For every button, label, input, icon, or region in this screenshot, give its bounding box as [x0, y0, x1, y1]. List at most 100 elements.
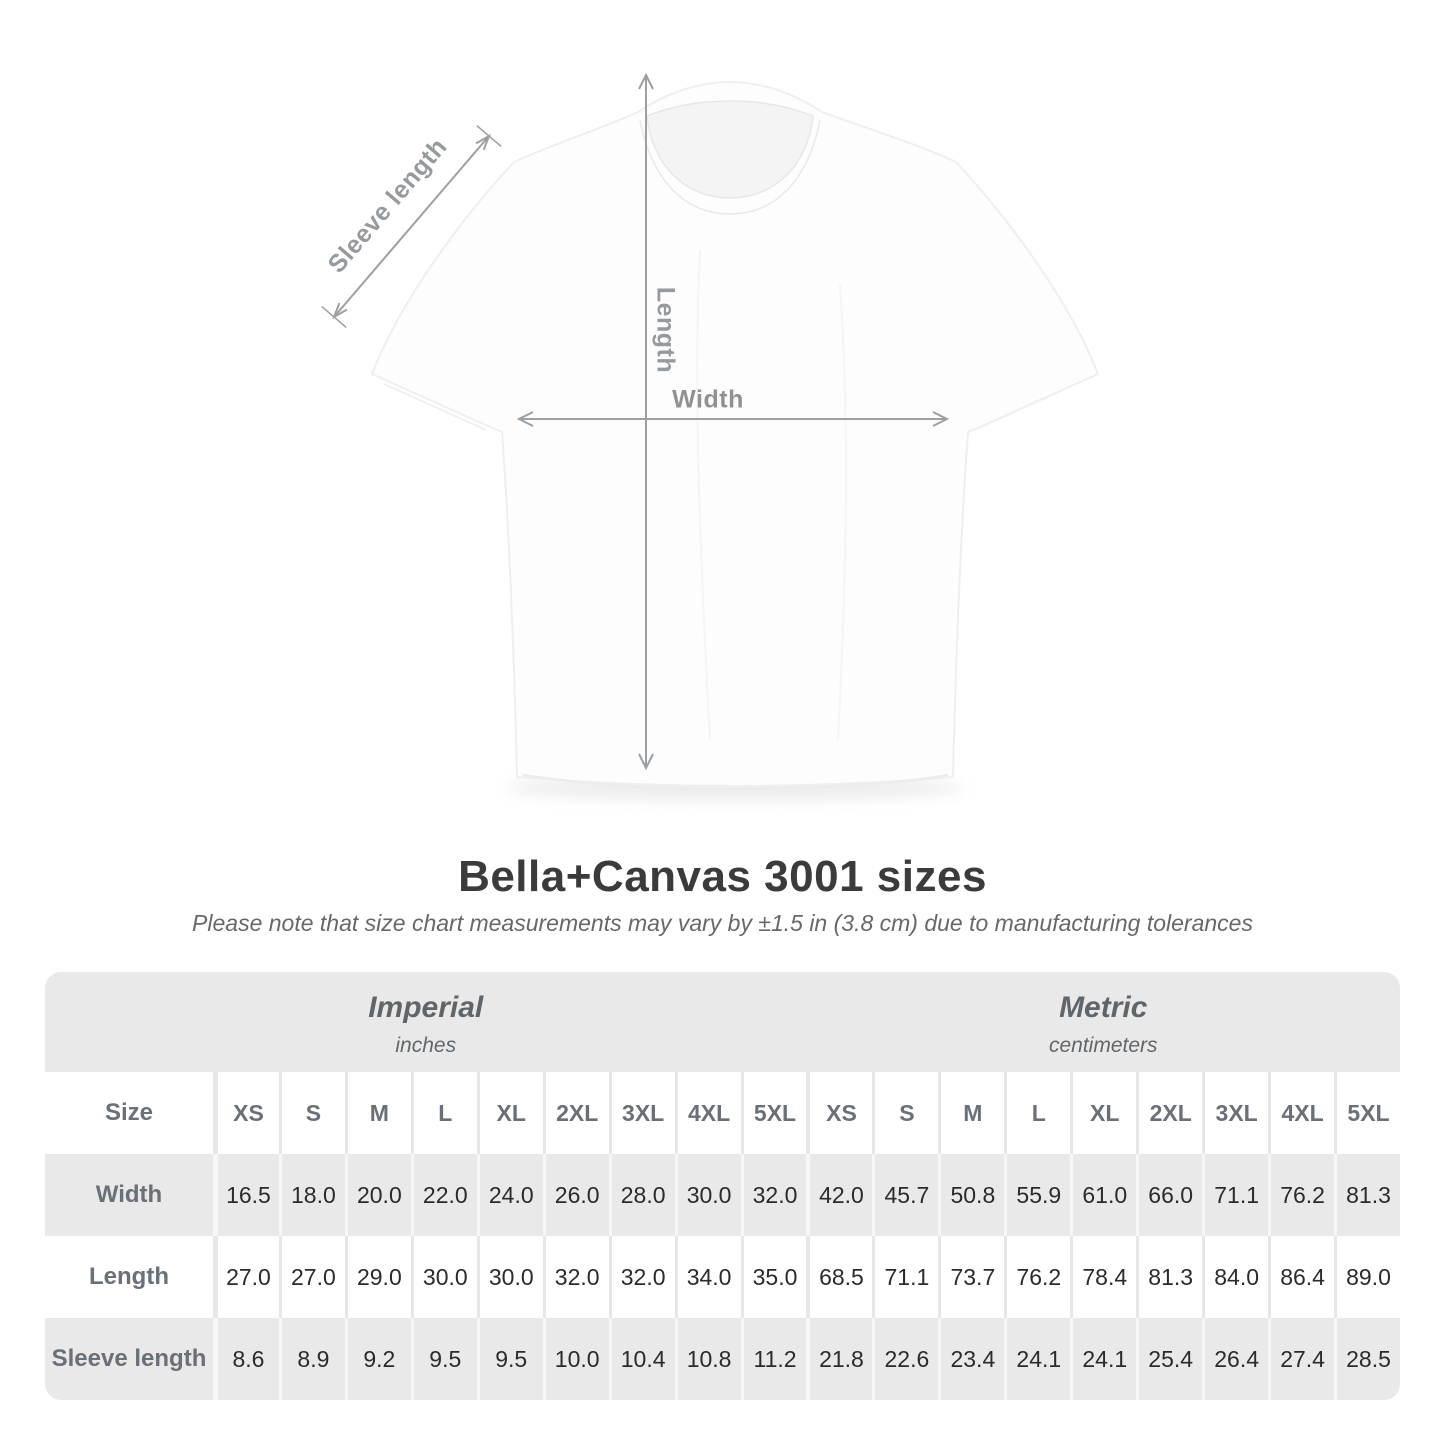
- size-col-header: S: [278, 1072, 345, 1154]
- size-col-header: L: [1004, 1072, 1071, 1154]
- imperial-unit: inches: [395, 1033, 457, 1057]
- table-cell: 32.0: [740, 1154, 807, 1236]
- table-row-length: Length 27.0 27.0 29.0 30.0 30.0 32.0 32.…: [45, 1236, 1400, 1318]
- table-cell: 8.6: [213, 1318, 279, 1400]
- size-col-header: 5XL: [740, 1072, 807, 1154]
- row-label: Sleeve length: [45, 1318, 213, 1400]
- table-cell: 71.1: [1202, 1154, 1269, 1236]
- table-cell: 24.1: [1070, 1318, 1137, 1400]
- table-cell: 11.2: [740, 1318, 807, 1400]
- table-cell: 26.0: [542, 1154, 609, 1236]
- table-row-width: Width 16.5 18.0 20.0 22.0 24.0 26.0 28.0…: [45, 1154, 1400, 1236]
- length-arrow: [638, 72, 654, 771]
- table-cell: 9.2: [344, 1318, 411, 1400]
- table-cell: 27.0: [278, 1236, 345, 1318]
- size-col-header: XL: [1070, 1072, 1137, 1154]
- table-cell: 28.5: [1334, 1318, 1400, 1400]
- collar-seam: [639, 119, 821, 215]
- size-col-header: XL: [476, 1072, 543, 1154]
- table-cell: 29.0: [344, 1236, 411, 1318]
- table-cell: 23.4: [938, 1318, 1005, 1400]
- size-col-header: 2XL: [542, 1072, 609, 1154]
- tshirt-figure: [321, 72, 1099, 801]
- table-cell: 89.0: [1334, 1236, 1400, 1318]
- table-cell: 35.0: [740, 1236, 807, 1318]
- table-cell: 71.1: [872, 1236, 939, 1318]
- table-cell: 81.3: [1334, 1154, 1400, 1236]
- wrinkle: [696, 249, 711, 741]
- table-cell: 73.7: [938, 1236, 1005, 1318]
- size-col-header: 2XL: [1136, 1072, 1203, 1154]
- table-cell: 25.4: [1136, 1318, 1203, 1400]
- row-label: Width: [45, 1154, 213, 1236]
- table-cell: 68.5: [806, 1236, 873, 1318]
- table-cell: 78.4: [1070, 1236, 1137, 1318]
- unit-header-metric: Metric centimeters: [807, 972, 1400, 1072]
- table-cell: 10.8: [674, 1318, 741, 1400]
- table-cell: 81.3: [1136, 1236, 1203, 1318]
- metric-title: Metric: [1059, 990, 1148, 1024]
- page-subtitle: Please note that size chart measurements…: [192, 910, 1253, 936]
- unit-header-imperial: Imperial inches: [45, 972, 807, 1072]
- size-col-header: XS: [213, 1072, 279, 1154]
- size-col-header: 4XL: [1268, 1072, 1335, 1154]
- neck-opening: [646, 100, 814, 199]
- table-cell: 26.4: [1202, 1318, 1269, 1400]
- size-col-header: 5XL: [1334, 1072, 1400, 1154]
- table-cell: 22.0: [410, 1154, 477, 1236]
- table-cell: 34.0: [674, 1236, 741, 1318]
- width-label: Width: [672, 385, 744, 414]
- table-row-sleeve-length: Sleeve length 8.6 8.9 9.2 9.5 9.5 10.0 1…: [45, 1318, 1400, 1400]
- length-label: Length: [651, 286, 680, 374]
- table-cell: 84.0: [1202, 1236, 1269, 1318]
- size-col-header: 3XL: [1202, 1072, 1269, 1154]
- size-col-header: L: [410, 1072, 477, 1154]
- table-cell: 24.1: [1004, 1318, 1071, 1400]
- table-cell: 76.2: [1268, 1154, 1335, 1236]
- table-cell: 24.0: [476, 1154, 543, 1236]
- row-label: Length: [45, 1236, 213, 1318]
- table-cell: 32.0: [608, 1236, 675, 1318]
- table-cell: 45.7: [872, 1154, 939, 1236]
- table-cell: 50.8: [938, 1154, 1005, 1236]
- width-arrow: [516, 411, 950, 427]
- wrinkle: [837, 284, 847, 741]
- size-col-header: S: [872, 1072, 939, 1154]
- table-cell: 22.6: [872, 1318, 939, 1400]
- table-cell: 42.0: [806, 1154, 873, 1236]
- table-cell: 30.0: [476, 1236, 543, 1318]
- table-cell: 9.5: [410, 1318, 477, 1400]
- table-cell: 86.4: [1268, 1236, 1335, 1318]
- table-cell: 27.0: [213, 1236, 279, 1318]
- table-cell: 18.0: [278, 1154, 345, 1236]
- size-col-header: M: [344, 1072, 411, 1154]
- size-col-header: XS: [806, 1072, 873, 1154]
- page-title: Bella+Canvas 3001 sizes: [458, 852, 987, 901]
- size-col-header: 4XL: [674, 1072, 741, 1154]
- table-cell: 30.0: [410, 1236, 477, 1318]
- size-col-header: M: [938, 1072, 1005, 1154]
- table-cell: 61.0: [1070, 1154, 1137, 1236]
- right-cuff-fold: [973, 383, 1077, 431]
- table-cell: 30.0: [674, 1154, 741, 1236]
- table-cell: 32.0: [542, 1236, 609, 1318]
- table-cell: 76.2: [1004, 1236, 1071, 1318]
- table-cell: 55.9: [1004, 1154, 1071, 1236]
- hem-line: [522, 773, 949, 791]
- size-header-row: Size XS S M L XL 2XL 3XL 4XL 5XL XS S M …: [45, 1072, 1400, 1154]
- table-cell: 16.5: [213, 1154, 279, 1236]
- left-cuff-fold: [383, 383, 487, 431]
- table-cell: 9.5: [476, 1318, 543, 1400]
- table-cell: 21.8: [806, 1318, 873, 1400]
- sleeve-arrow: [321, 125, 502, 328]
- table-cell: 66.0: [1136, 1154, 1203, 1236]
- imperial-title: Imperial: [368, 990, 484, 1024]
- table-cell: 8.9: [278, 1318, 345, 1400]
- table-cell: 20.0: [344, 1154, 411, 1236]
- table-cell: 27.4: [1268, 1318, 1335, 1400]
- metric-unit: centimeters: [1048, 1033, 1158, 1057]
- unit-header-row: Imperial inches Metric centimeters: [45, 972, 1400, 1072]
- table-cell: 10.0: [542, 1318, 609, 1400]
- table-cell: 28.0: [608, 1154, 675, 1236]
